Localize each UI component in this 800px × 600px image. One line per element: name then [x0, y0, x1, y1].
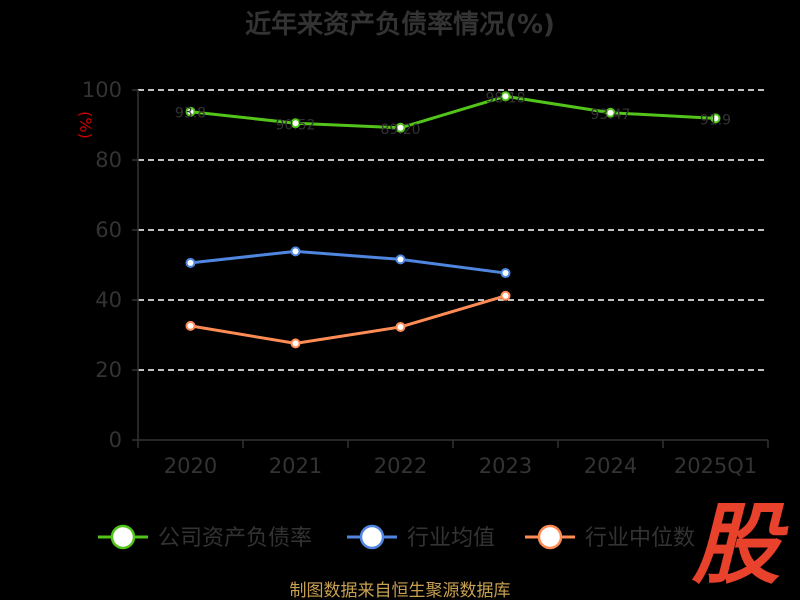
x-tick-label: 2024 [584, 454, 637, 478]
series-line [190, 94, 716, 130]
legend-item: 行业均值 [347, 524, 495, 551]
x-tick-label: 2022 [374, 454, 427, 478]
legend-item: 行业中位数 [525, 524, 695, 551]
x-tick-label: 2020 [164, 454, 217, 478]
y-tick-label: 100 [82, 78, 122, 102]
data-point [605, 107, 616, 118]
y-tick-label: 80 [95, 148, 122, 172]
grid-lines [138, 89, 768, 371]
legend-swatch-marker [110, 524, 136, 550]
data-label: 90.52 [275, 117, 315, 133]
data-point [710, 113, 721, 124]
legend-swatch-marker [359, 524, 385, 550]
series-line [190, 294, 506, 345]
data-point [185, 106, 196, 117]
data-point [395, 321, 406, 332]
data-point [290, 338, 301, 349]
x-tick-label: 2025Q1 [674, 454, 757, 478]
series-line [190, 249, 506, 275]
data-point [185, 320, 196, 331]
data-label: 93.47 [590, 107, 630, 123]
x-tick-label: 2021 [269, 454, 322, 478]
data-point [395, 254, 406, 265]
y-tick-label: 20 [95, 358, 122, 382]
legend-label: 公司资产负债率 [158, 526, 312, 551]
y-tick-label: 40 [95, 288, 122, 312]
legend-item: 公司资产负债率 [98, 524, 312, 551]
series-layer: 93.8 90.52 89.20 98.18 93.47 91.9 [175, 90, 731, 349]
data-point [185, 257, 196, 268]
legend-label: 行业均值 [407, 526, 495, 551]
series-1 [185, 246, 511, 279]
x-tick-label: 2023 [479, 454, 532, 478]
chart-title: 近年来资产负债率情况(%) [245, 9, 555, 40]
data-point [395, 122, 406, 133]
series-2 [185, 290, 511, 349]
logo: 股 [691, 493, 789, 596]
y-axis-label: (%) [76, 111, 95, 139]
data-point [290, 246, 301, 257]
data-point [500, 268, 511, 279]
data-label: 93.8 [175, 106, 206, 122]
source-text: 制图数据来自恒生聚源数据库 [290, 581, 511, 600]
data-point [500, 91, 511, 102]
data-point [500, 290, 511, 301]
series-0: 93.8 90.52 89.20 98.18 93.47 91.9 [175, 90, 731, 138]
axes: 0 20 40 60 80 100 2020 2021 2022 2023 2024 2025Q1 [82, 78, 769, 478]
data-label: 98.18 [485, 90, 525, 106]
data-label: 91.9 [700, 112, 731, 128]
y-tick-label: 60 [95, 218, 122, 242]
legend: 公司资产负债率 行业均值 行业中位数 [98, 524, 695, 551]
legend-label: 行业中位数 [585, 526, 695, 551]
data-label: 89.20 [380, 122, 420, 138]
y-tick-label: 0 [109, 428, 122, 452]
legend-swatch-marker [537, 524, 563, 550]
data-point [290, 118, 301, 129]
